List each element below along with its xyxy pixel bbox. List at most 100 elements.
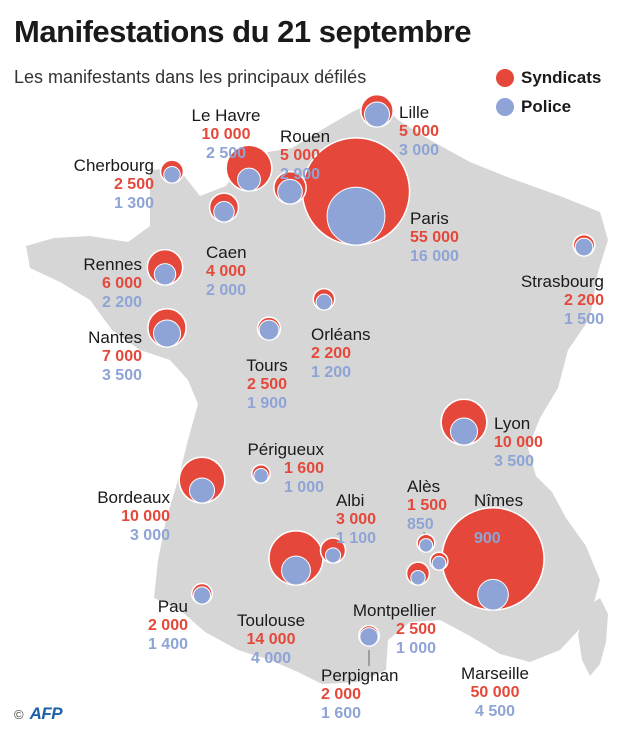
legend-item-police: Police [496,97,571,117]
police-count: 2 000 [206,282,247,299]
city-name: Toulouse [236,611,306,630]
city-name: Nîmes [474,491,524,510]
city-name: Nantes [88,328,142,347]
label-rouen: Rouen 5 000 2 900 [280,127,330,184]
bubble-police-lyon [449,417,479,446]
syndicats-count: 50 000 [470,684,520,701]
police-count: 900 [474,530,501,547]
police-count: 1 600 [321,705,362,722]
police-count: 2 200 [101,294,142,311]
city-name: Rouen [280,127,331,146]
bubble-police-cherbourg [163,166,181,184]
syndicats-count: 5 000 [280,147,321,164]
syndicats-count: 55 000 [410,229,459,246]
label-ales: Alès 1 500 850 [407,477,447,534]
syndicats-count: 10 000 [201,126,251,143]
city-name: Le Havre [191,106,261,125]
label-perpignan: Perpignan 2 000 1 600 [321,666,399,723]
city-name: Orléans [311,325,371,344]
police-count: 1 400 [147,636,188,653]
corsica-outline [578,598,608,676]
label-perigueux: Périgueux 1 600 1 000 [236,440,324,497]
police-count: 1 900 [246,395,288,412]
legend-swatch-syndicats [496,69,514,87]
syndicats-count: 1 500 [407,497,448,514]
city-name: Marseille [460,664,530,683]
city-name: Pau [157,597,188,616]
city-name: Strasbourg [520,272,604,291]
bubble-police-perigueux [253,468,269,484]
label-lille: Lille 5 000 3 000 [399,103,439,160]
city-name: Rennes [83,255,142,274]
police-count: 3 500 [494,453,535,470]
label-le-havre: Le Havre 10 000 2 500 [186,106,266,163]
legend-label-syndicats: Syndicats [521,68,602,87]
label-bordeaux: Bordeaux 10 000 3 000 [78,488,170,545]
legend-item-syndicats: Syndicats [496,68,601,88]
label-rennes: Rennes 6 000 2 200 [70,255,142,312]
label-nantes: Nantes 7 000 3 500 [70,328,142,385]
city-name: Albi [336,491,365,510]
syndicats-count: 10 000 [121,508,170,525]
bubble-police-rouen [277,178,303,205]
syndicats-count: 2 500 [395,621,436,638]
police-count: 1 000 [283,479,324,496]
syndicats-count: 2 000 [321,686,362,703]
bubble-police-ales [418,538,434,553]
syndicats-count: 7 000 [101,348,142,365]
police-count: 2 900 [280,166,321,183]
bubble-police-perpignan [359,627,379,647]
syndicats-count: 2 000 [147,617,188,634]
label-cherbourg: Cherbourg 2 500 1 300 [60,156,154,213]
city-name: Périgueux [247,440,324,459]
label-tours: Tours 2 500 1 900 [236,356,298,413]
police-count: 4 500 [474,703,516,720]
footer: © AFP [14,704,63,724]
police-count: 2 500 [205,145,247,162]
bubble-police-le-havre [237,167,261,192]
syndicats-count: 10 000 [494,434,543,451]
police-count: 3 000 [129,527,170,544]
bubble-police-strasbourg [574,237,594,257]
city-name: Lyon [494,414,531,433]
city-name: Alès [407,477,441,496]
city-name: Montpellier [352,601,436,620]
bubble-police-montpellier [410,570,426,586]
police-count: 1 000 [395,640,436,657]
city-name: Cherbourg [73,156,154,175]
police-count: 3 500 [101,367,142,384]
bubble-police-pau [192,586,212,605]
syndicats-count: 2 500 [246,376,288,393]
bubble-police-nimes [431,555,447,571]
syndicats-count: 5 000 [399,123,440,140]
police-count: 1 300 [113,195,154,212]
label-toulouse: Toulouse 14 000 4 000 [226,611,316,668]
police-count: 3 000 [399,142,440,159]
label-marseille: Marseille 50 000 4 500 [452,664,538,721]
bubble-police-marseille [477,578,509,611]
label-montpellier: Montpellier 2 500 1 000 [336,601,436,658]
legend-swatch-police [496,98,514,116]
syndicats-count: 2 500 [113,176,154,193]
bubble-police-nantes [152,319,182,348]
city-name: Paris [410,209,449,228]
city-name: Tours [246,356,288,375]
city-name: Caen [206,243,247,262]
syndicats-count: 6 000 [101,275,142,292]
bubble-police-lille [363,101,391,128]
bubble-police-toulouse [281,555,311,586]
legend-label-police: Police [521,97,572,116]
police-count: 1 500 [563,311,604,328]
syndicats-count: 1 500 [474,511,515,528]
syndicats-count: 4 000 [206,263,247,280]
copyright-symbol: © [14,706,24,722]
syndicats-count: 2 200 [563,292,604,309]
police-count: 1 200 [311,364,352,381]
bubble-police-bordeaux [188,477,216,504]
bubble-police-paris [326,186,386,246]
label-nimes: Nîmes 1 500 900 [474,491,523,548]
bubble-police-orleans [315,293,333,311]
label-lyon: Lyon 10 000 3 500 [494,414,543,471]
page-subtitle: Les manifestants dans les principaux déf… [14,67,367,87]
